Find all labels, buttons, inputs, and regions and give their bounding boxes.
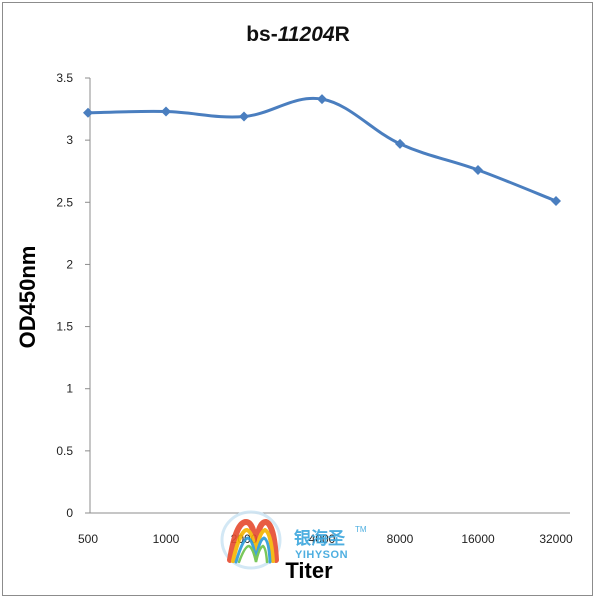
chart-title: bs-11204R [246, 23, 350, 46]
x-tick-label: 8000 [387, 532, 414, 546]
x-tick-label: 1000 [153, 532, 180, 546]
watermark-tm: TM [355, 525, 367, 534]
watermark-chinese: 银海圣 [294, 528, 346, 549]
data-point-marker [317, 94, 327, 105]
y-tick-label: 0.5 [56, 444, 73, 458]
chart-title-suffix: R [335, 23, 350, 46]
y-tick-group: 0 0.5 1 1.5 2 2.5 3 3.5 [56, 71, 90, 520]
series-layer [83, 94, 561, 207]
data-point-marker [83, 107, 93, 118]
chart-title-italic: 11204 [278, 23, 335, 46]
x-tick-label: 16000 [461, 532, 495, 546]
x-axis-title: Titer [285, 558, 333, 583]
y-tick-label: 3 [66, 133, 73, 147]
watermark-emblem-icon [220, 510, 282, 570]
x-tick-label: 4000 [309, 532, 336, 546]
watermark-logo: 银海圣 TM YIHYSON [220, 510, 367, 570]
data-point-marker [161, 106, 171, 117]
chart-title-prefix: bs- [246, 23, 278, 46]
data-point-marker [551, 196, 561, 207]
data-point-marker [473, 164, 483, 175]
series-line [87, 96, 557, 203]
y-tick-label: 2 [66, 257, 73, 271]
x-tick-label: 32000 [539, 532, 573, 546]
data-point-marker [395, 138, 405, 149]
data-point-marker [239, 111, 249, 122]
x-tick-label: 500 [78, 532, 98, 546]
watermark-english: YIHYSON [295, 549, 348, 561]
y-tick-label: 1.5 [56, 320, 73, 334]
y-axis-title: OD450nm [15, 246, 40, 349]
y-tick-label: 0 [66, 506, 73, 520]
y-tick-label: 3.5 [56, 71, 73, 85]
y-tick-label: 2.5 [56, 195, 73, 209]
y-tick-label: 1 [66, 382, 73, 396]
